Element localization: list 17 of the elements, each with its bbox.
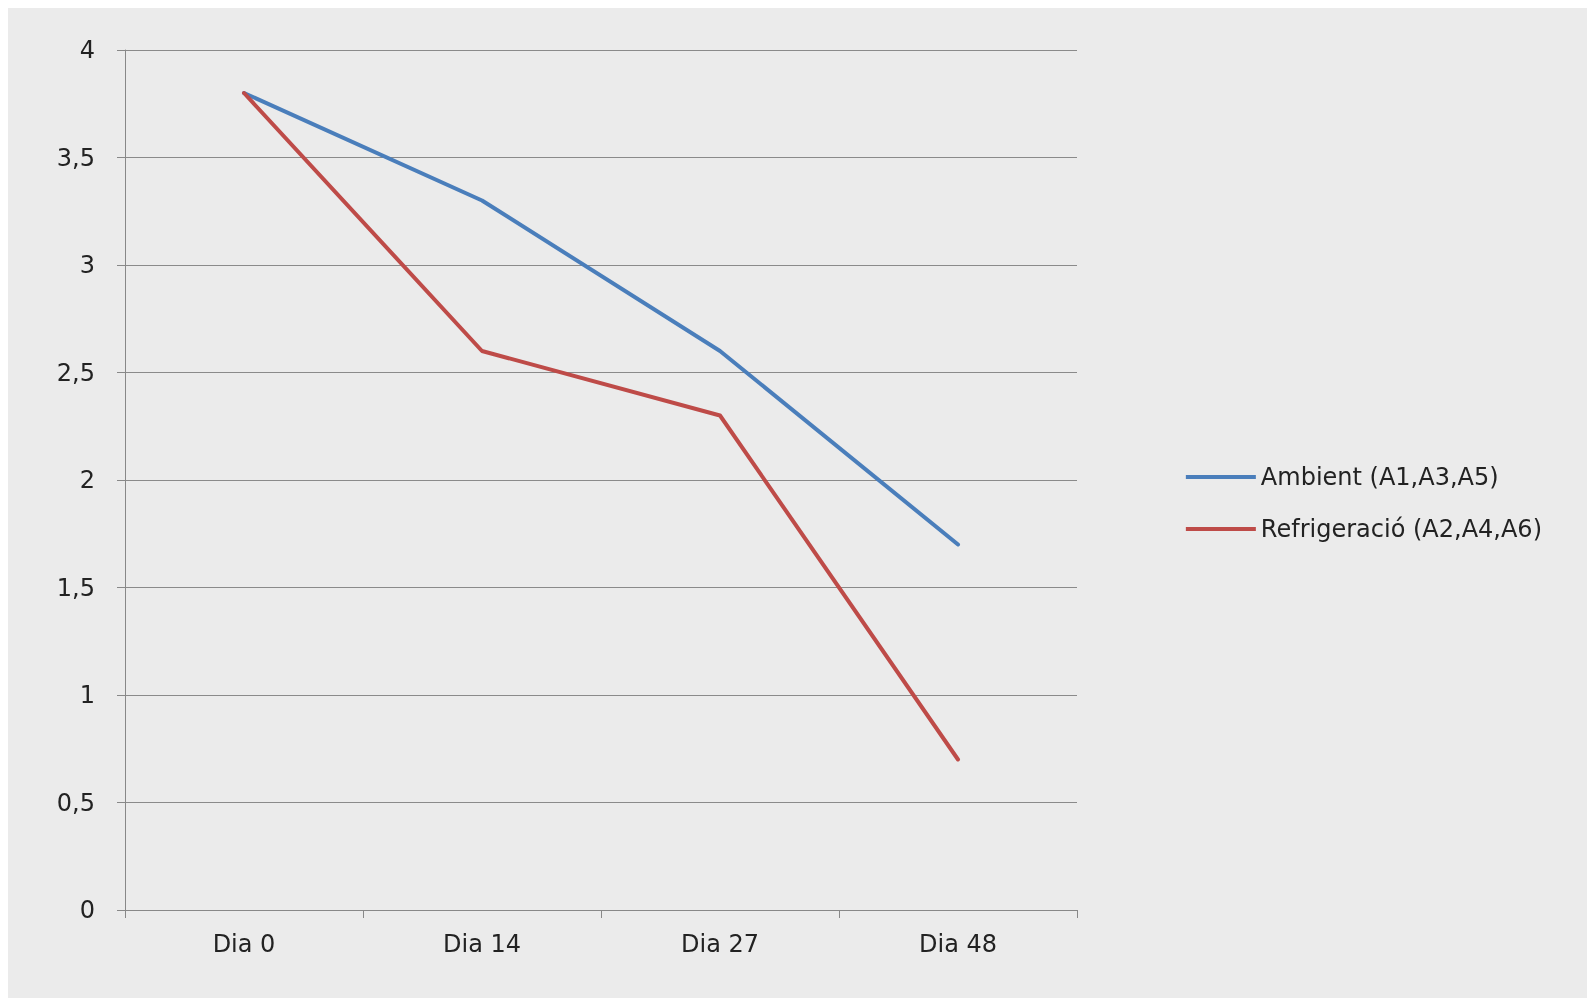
x-tick-label: Dia 14: [442, 930, 522, 958]
legend-label: Refrigeració (A2,A4,A6): [1260, 515, 1543, 543]
y-tick-label: 4: [79, 36, 95, 64]
line-series: [242, 91, 960, 762]
x-tick-label: Dia 48: [918, 930, 998, 958]
y-tick-label: 0: [79, 896, 95, 924]
y-tick-label: 2,5: [56, 358, 95, 387]
y-tick-label: 3: [79, 251, 95, 279]
line-series: [242, 91, 960, 547]
y-tick-label: 1: [79, 681, 95, 709]
x-tick-label: Dia 0: [212, 930, 276, 958]
y-tick-label: 3,5: [56, 143, 95, 172]
legend-label: Ambient (A1,A3,A5): [1260, 463, 1499, 491]
y-tick-label: 0,5: [56, 788, 95, 817]
y-tick-label: 2: [79, 466, 95, 494]
y-tick-label: 1,5: [56, 573, 95, 602]
x-tick-label: Dia 27: [680, 930, 760, 958]
